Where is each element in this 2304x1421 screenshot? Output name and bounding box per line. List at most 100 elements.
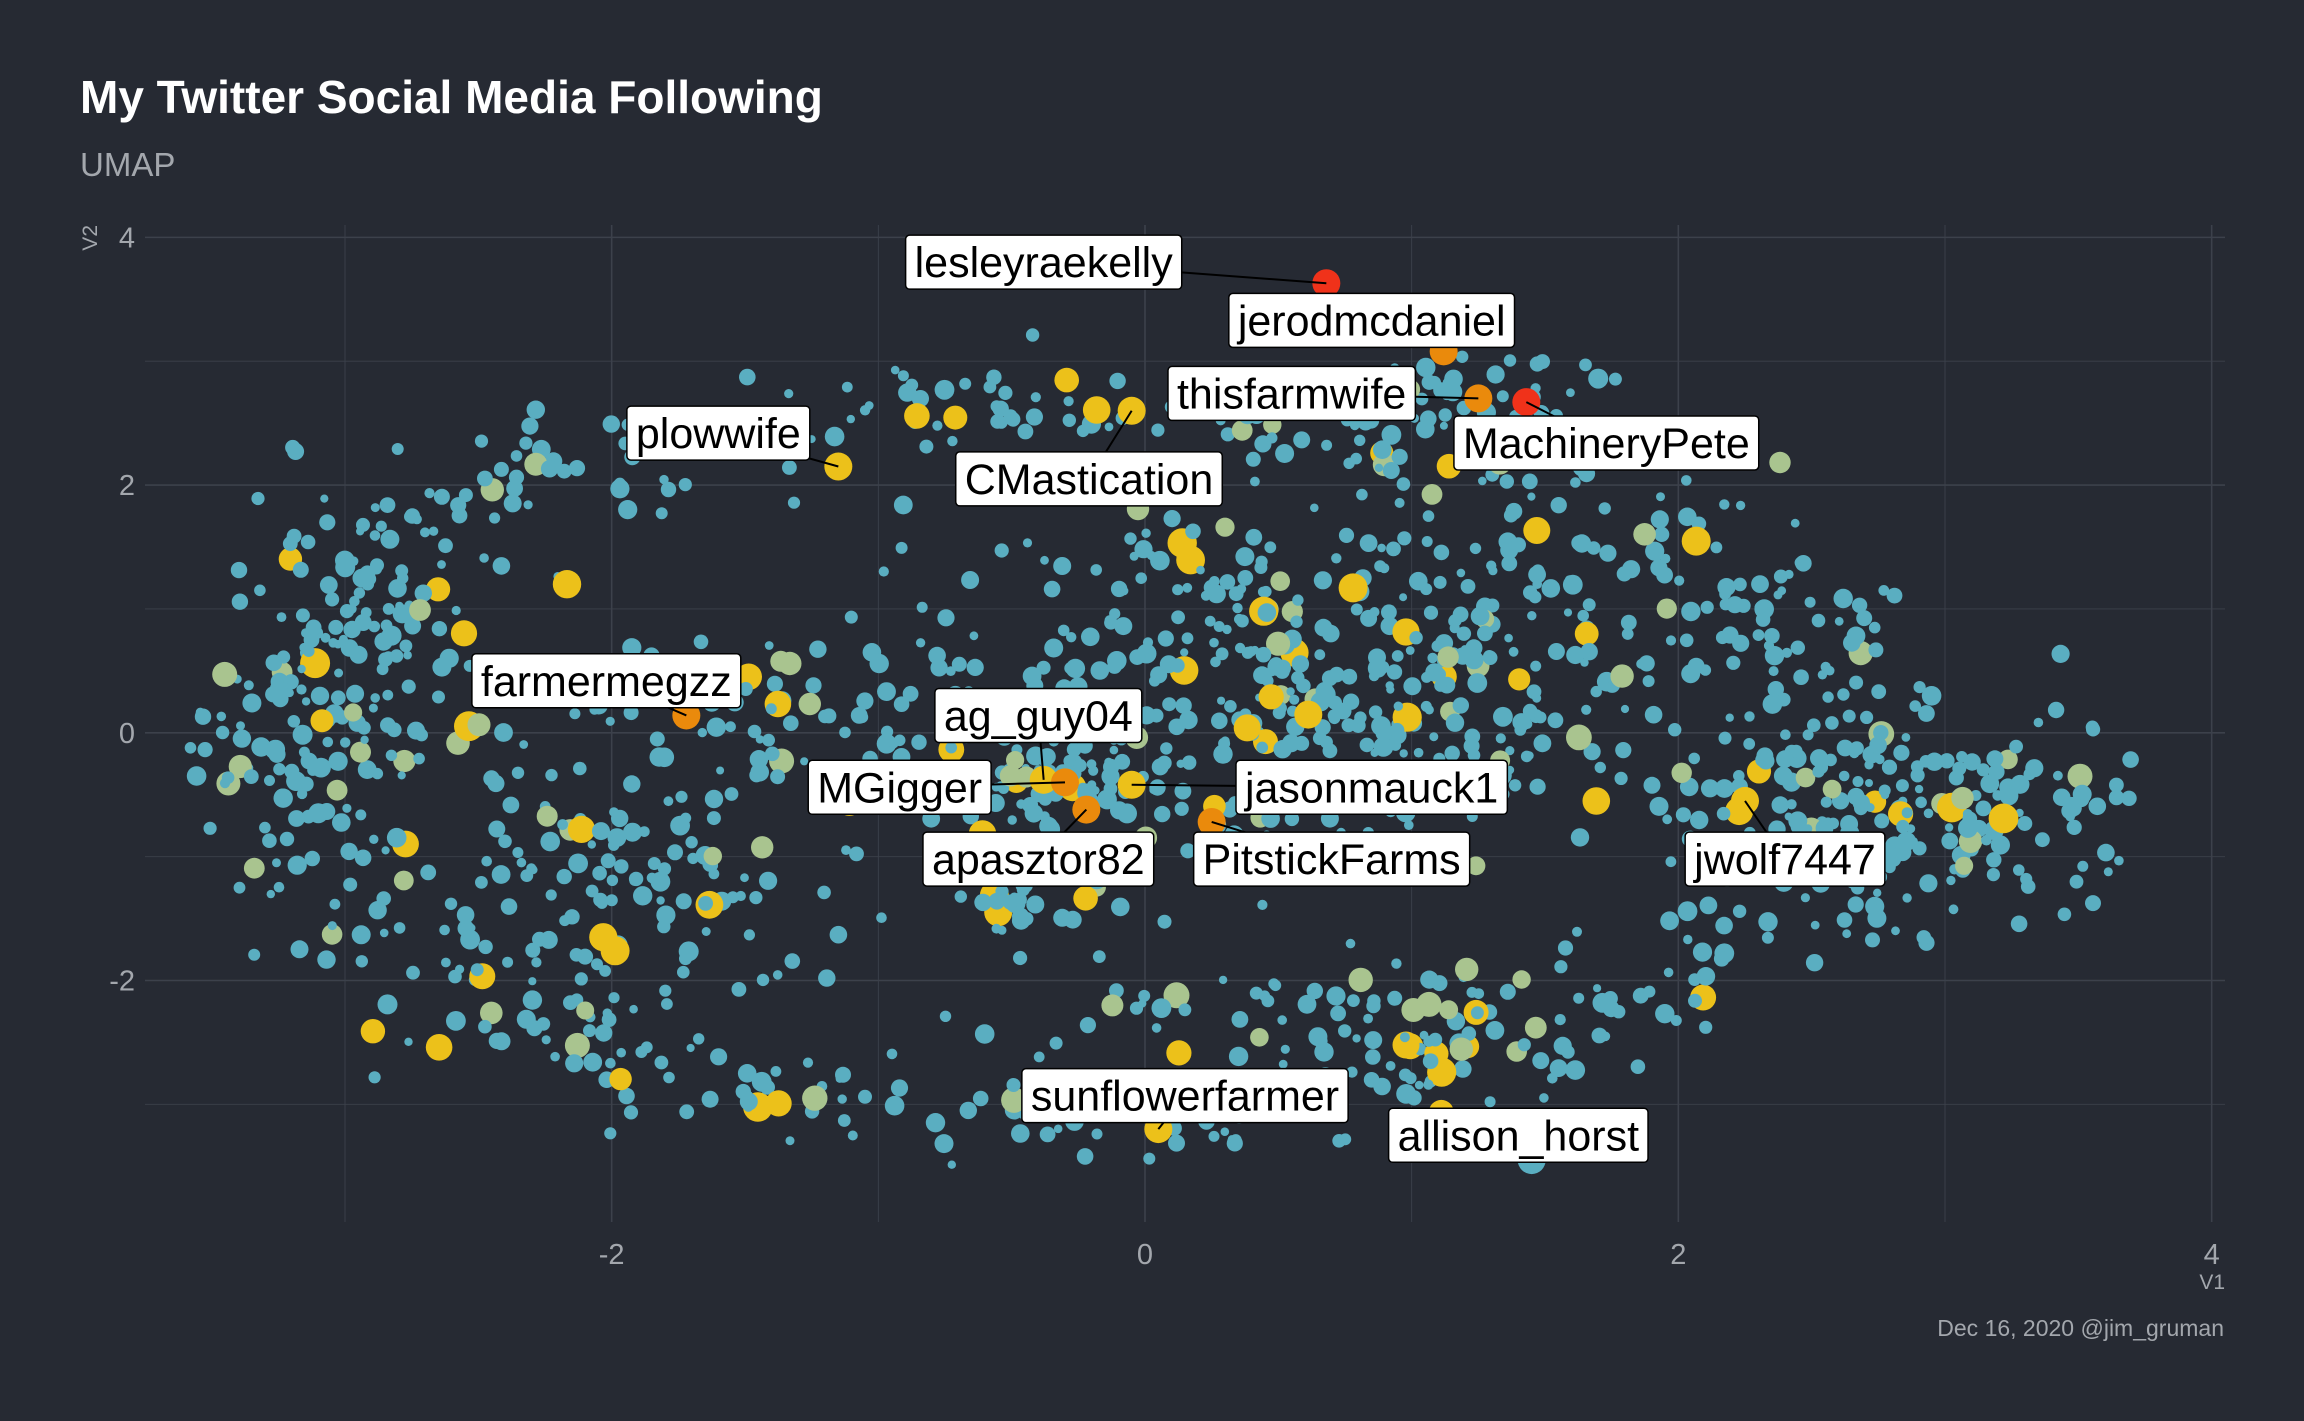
- follower-point: [522, 990, 543, 1010]
- follower-point: [895, 541, 908, 554]
- follower-point: [1040, 555, 1049, 565]
- follower-point: [355, 809, 367, 821]
- follower-point: [864, 401, 874, 410]
- follower-point: [1286, 687, 1295, 696]
- follower-point: [628, 871, 644, 887]
- follower-point: [1802, 729, 1814, 741]
- follower-point: [599, 965, 611, 977]
- follower-point: [1314, 1042, 1334, 1062]
- follower-point: [1811, 613, 1826, 628]
- follower-point: [304, 850, 320, 867]
- follower-point: [1414, 1080, 1424, 1090]
- follower-point: [1399, 749, 1408, 758]
- follower-point: [856, 711, 869, 724]
- follower-point: [351, 925, 371, 945]
- follower-point: [1836, 912, 1853, 928]
- follower-point: [424, 488, 435, 499]
- follower-point: [1228, 1046, 1249, 1067]
- follower-point: [1421, 484, 1443, 505]
- follower-point: [401, 679, 416, 694]
- follower-point: [1541, 579, 1561, 598]
- follower-point: [1633, 523, 1656, 546]
- follower-point: [1807, 718, 1821, 732]
- follower-point: [1571, 535, 1587, 551]
- follower-point: [262, 833, 277, 848]
- follower-point: [212, 661, 238, 687]
- follower-point: [1579, 358, 1592, 372]
- follower-point: [353, 587, 366, 599]
- follower-point: [1913, 681, 1926, 694]
- follower-point: [1699, 896, 1718, 915]
- follower-point: [360, 1018, 386, 1044]
- follower-point: [1486, 365, 1505, 384]
- follower-point: [382, 603, 395, 615]
- follower-point: [623, 775, 641, 793]
- follower-point: [557, 819, 568, 830]
- follower-point: [1294, 735, 1310, 751]
- follower-point: [635, 1046, 648, 1058]
- follower-point: [450, 620, 478, 647]
- follower-point: [375, 520, 387, 532]
- follower-point: [897, 370, 909, 382]
- follower-point: [389, 649, 404, 663]
- label-sunflowerfarmer: sunflowerfarmer: [1021, 1067, 1349, 1130]
- follower-point: [1598, 672, 1611, 685]
- follower-point: [478, 939, 493, 955]
- follower-point: [1429, 732, 1439, 742]
- follower-point: [1505, 746, 1515, 756]
- follower-point: [310, 709, 334, 733]
- follower-point: [1944, 823, 1954, 832]
- follower-point: [1919, 874, 1938, 893]
- follower-point: [1141, 528, 1151, 538]
- follower-point: [1786, 799, 1797, 810]
- follower-point: [545, 768, 558, 782]
- follower-point: [1405, 646, 1415, 655]
- follower-point: [368, 901, 387, 920]
- follower-point: [1580, 643, 1598, 661]
- follower-point: [1572, 926, 1582, 937]
- follower-point: [233, 881, 246, 894]
- follower-point: [1883, 861, 1896, 874]
- follower-point: [1514, 724, 1527, 736]
- follower-point: [431, 621, 448, 637]
- follower-point: [448, 969, 462, 984]
- follower-point: [1795, 767, 1816, 788]
- follower-point: [894, 1081, 907, 1094]
- follower-point: [404, 1037, 413, 1047]
- follower-point: [268, 745, 286, 763]
- follower-point: [1656, 492, 1665, 502]
- follower-point: [1182, 582, 1193, 593]
- follower-point: [969, 631, 979, 641]
- follower-point: [1255, 555, 1268, 568]
- follower-point: [232, 729, 252, 748]
- follower-point: [552, 570, 582, 599]
- follower-point: [1409, 571, 1428, 591]
- follower-point: [600, 936, 630, 966]
- follower-point: [1423, 605, 1439, 620]
- follower-point: [216, 711, 227, 722]
- follower-point: [1732, 904, 1747, 918]
- follower-point: [701, 927, 711, 936]
- follower-point: [1754, 601, 1768, 614]
- follower-point: [1508, 779, 1522, 792]
- follower-point: [649, 731, 665, 747]
- follower-point: [296, 788, 308, 800]
- follower-point: [1460, 579, 1476, 594]
- follower-point: [1076, 1148, 1094, 1165]
- follower-point: [300, 534, 316, 550]
- follower-point: [1484, 1096, 1496, 1108]
- follower-point: [1893, 744, 1910, 761]
- follower-point: [1588, 368, 1609, 389]
- follower-point: [1162, 697, 1177, 712]
- follower-point: [1594, 761, 1607, 774]
- follower-point: [1529, 778, 1546, 795]
- follower-point: [778, 651, 802, 676]
- y-tick-label: 0: [119, 718, 135, 750]
- follower-point: [1891, 926, 1900, 936]
- follower-point: [1681, 601, 1701, 622]
- follower-point: [264, 775, 275, 786]
- follower-point: [414, 584, 432, 602]
- follower-point: [1715, 630, 1730, 645]
- follower-point: [1896, 831, 1917, 852]
- follower-point: [585, 884, 599, 898]
